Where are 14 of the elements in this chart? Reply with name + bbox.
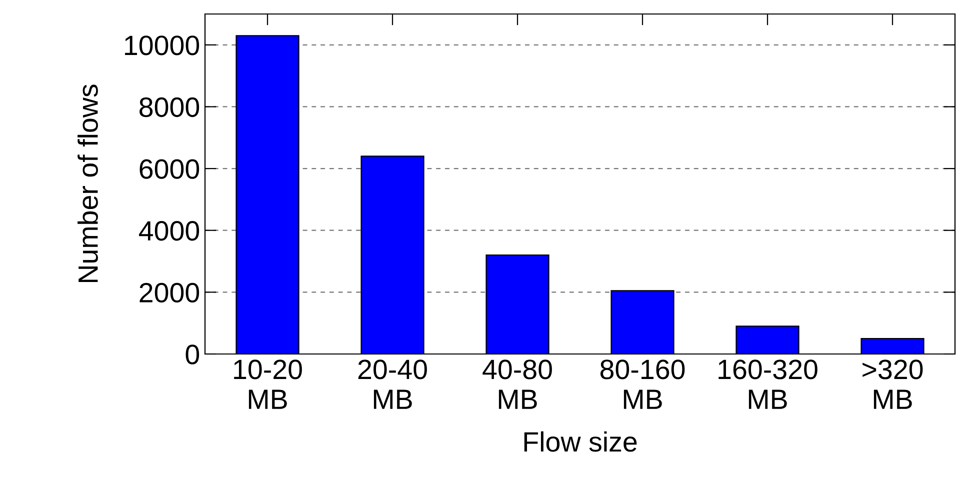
y-axis-title: Number of flows <box>78 84 98 282</box>
y-tick-label: 10000 <box>125 36 200 56</box>
x-tick-label: 20-40 MB <box>358 360 427 409</box>
x-tick-label: 160-320 MB <box>718 360 818 409</box>
y-tick-label: 4000 <box>138 221 200 241</box>
y-tick-label: 2000 <box>140 282 200 303</box>
y-tick-label: 6000 <box>140 159 200 179</box>
y-tick-label: 0 <box>186 344 200 364</box>
x-tick-label: 10-20 MB <box>234 360 302 409</box>
x-axis-title: Flow size <box>524 431 637 452</box>
y-tick-label: 8000 <box>140 97 200 118</box>
x-tick-label: >320 MB <box>862 360 923 409</box>
x-tick-label: 80-160 MB <box>600 360 685 409</box>
x-tick-label: 40-80 MB <box>482 360 552 409</box>
